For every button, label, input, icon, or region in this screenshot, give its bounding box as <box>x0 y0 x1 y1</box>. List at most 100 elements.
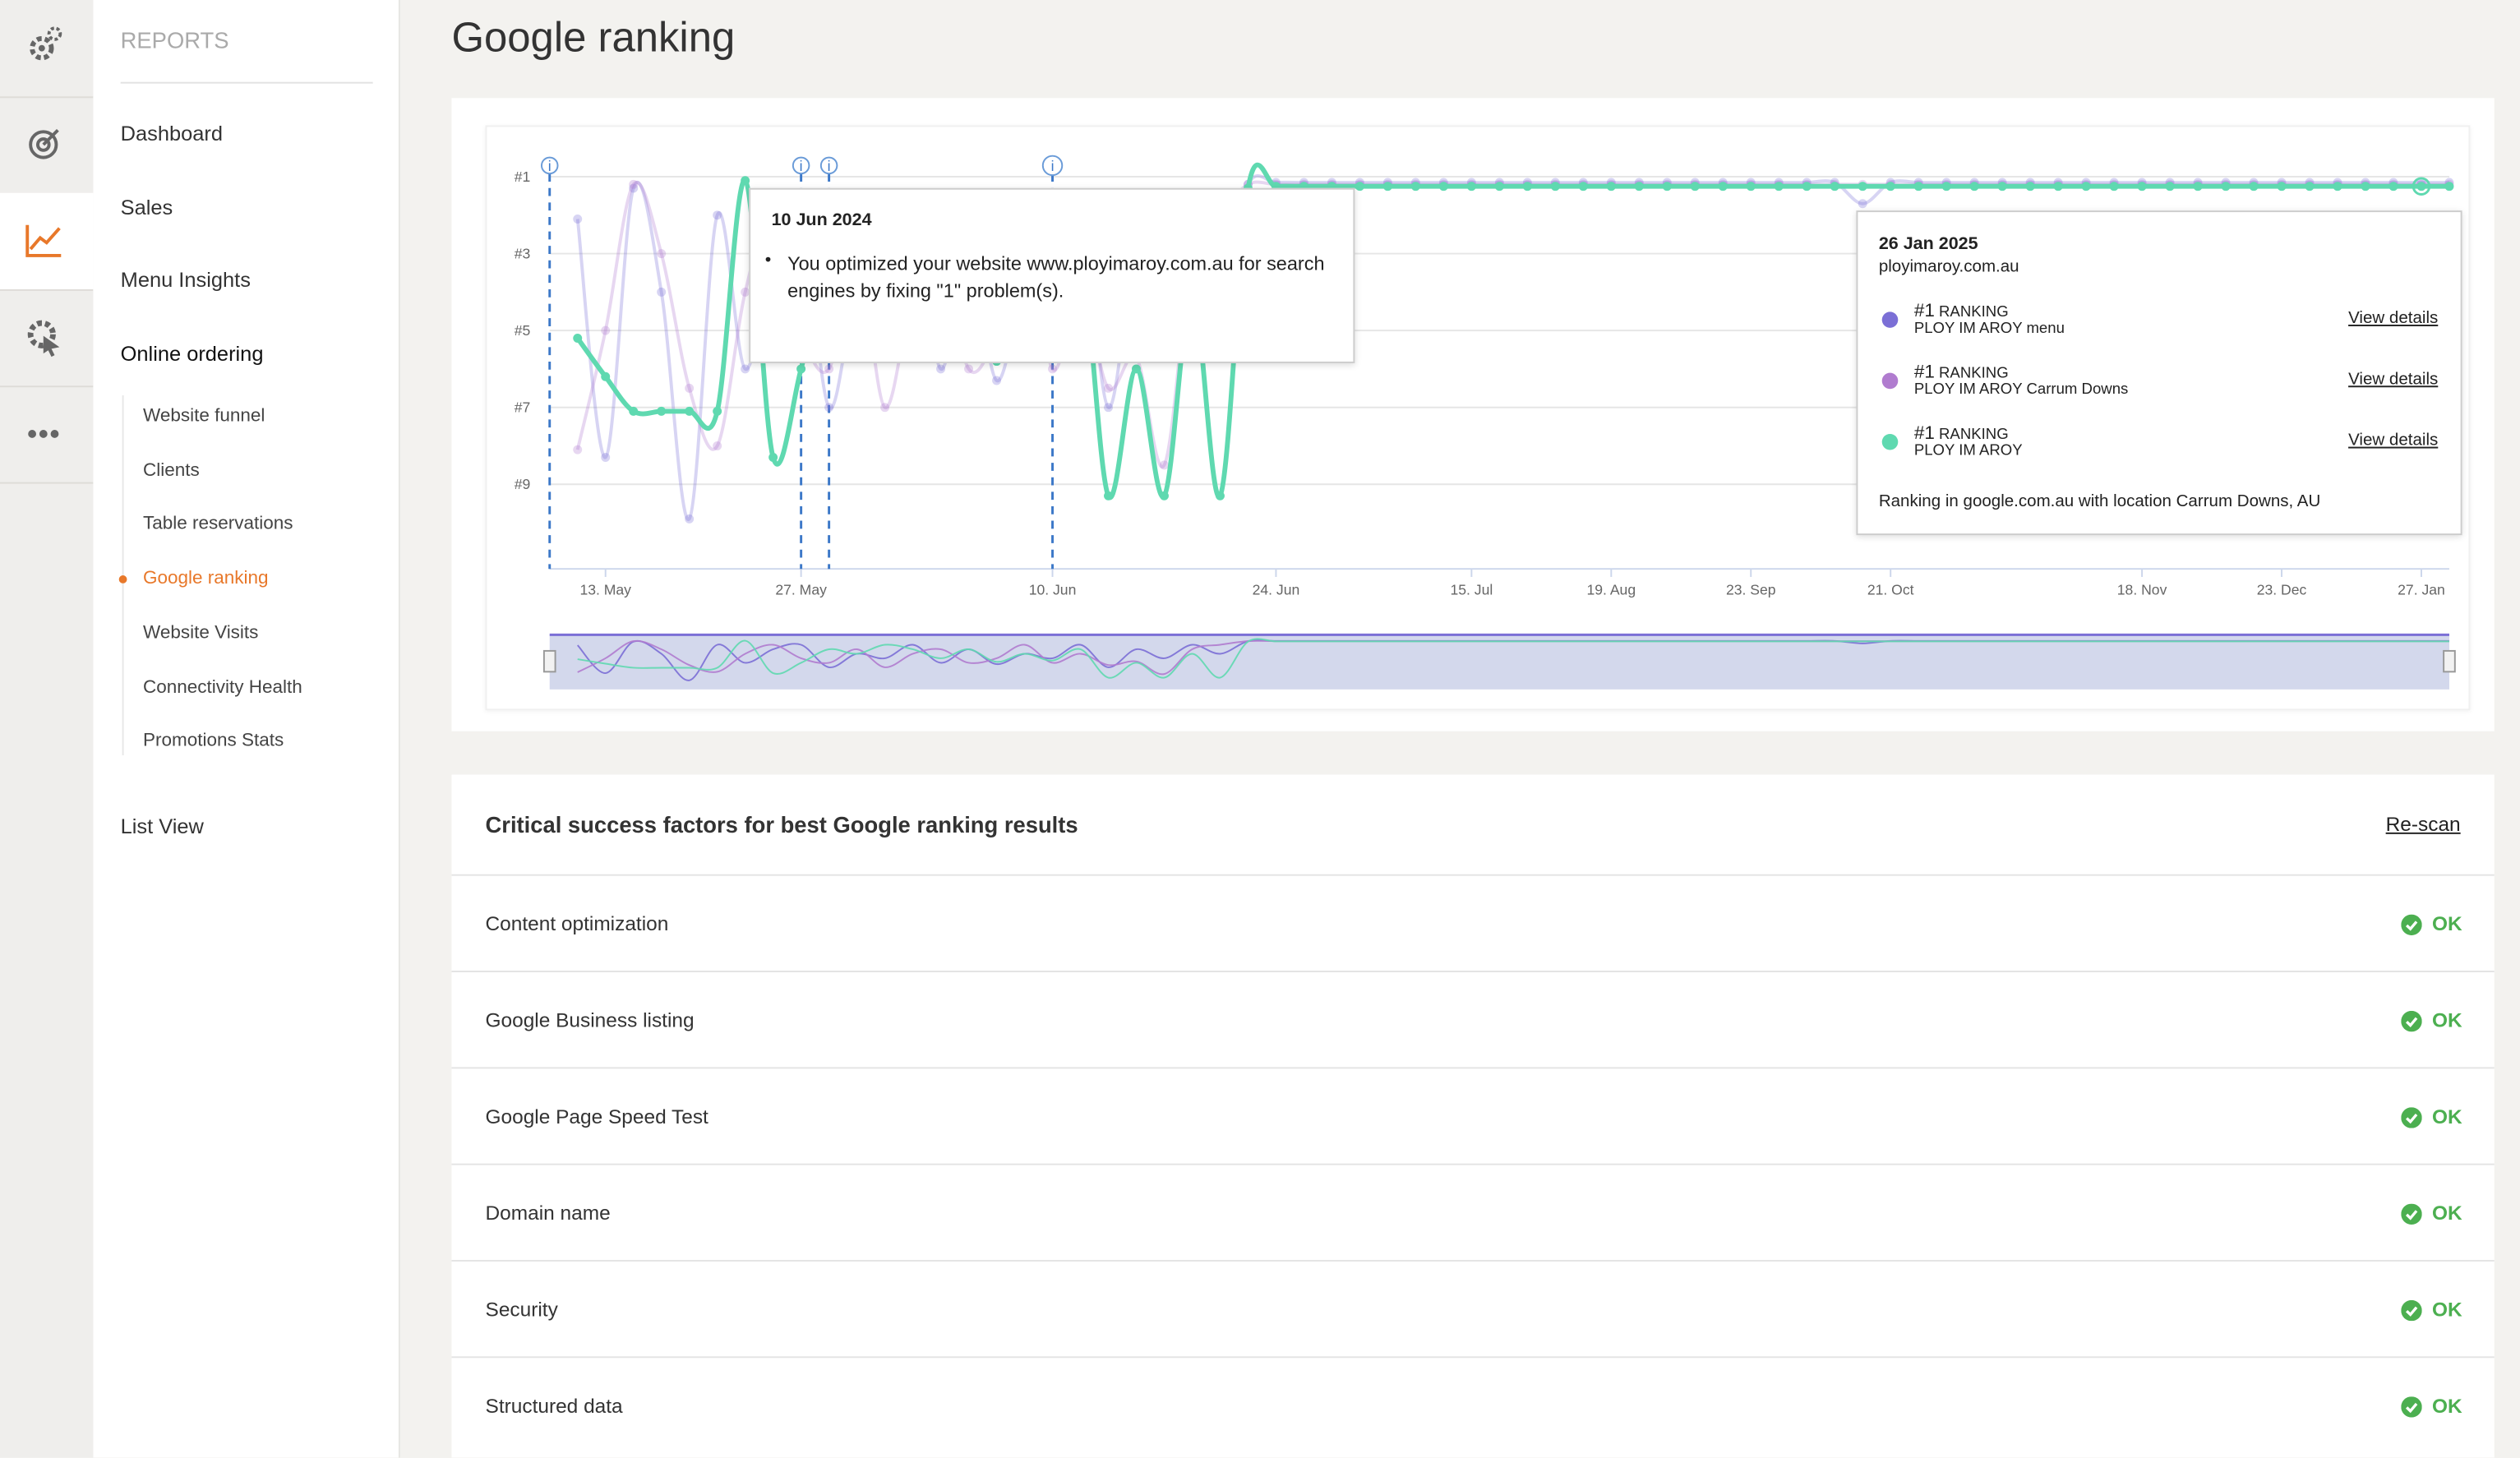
nav-pane: REPORTS Dashboard Sales Menu Insights On… <box>93 0 400 1458</box>
y-tick-label: #5 <box>515 322 531 339</box>
navigator-line <box>577 638 2449 679</box>
series-point <box>2193 182 2203 191</box>
series-point <box>2109 182 2119 191</box>
legend-dot <box>1881 372 1899 390</box>
rescan-link[interactable]: Re-scan <box>2385 813 2461 836</box>
x-tick-label: 13. May <box>579 581 631 598</box>
sub-item[interactable]: Website funnel <box>143 406 265 427</box>
icon-bar <box>0 0 95 1458</box>
factor-name: Structured data <box>485 1395 623 1418</box>
series-point <box>657 249 667 259</box>
y-tick-label: #7 <box>515 399 531 416</box>
check-icon <box>2401 913 2423 935</box>
settings-icon <box>30 26 62 61</box>
sub-item[interactable]: Connectivity Health <box>143 678 302 698</box>
factor-status: OK <box>2401 1105 2462 1128</box>
point-footer: Ranking in google.com.au with location C… <box>1878 491 2321 511</box>
nav-item[interactable]: Online ordering <box>120 341 264 366</box>
series-point <box>685 514 695 524</box>
series-point <box>1382 182 1392 191</box>
series-point <box>713 406 722 416</box>
series-point <box>629 183 639 193</box>
nav-heading: REPORTS <box>120 27 229 53</box>
series-point <box>685 383 695 393</box>
series-point <box>1662 182 1672 191</box>
target-tile[interactable] <box>0 96 94 195</box>
divider <box>120 81 373 84</box>
series-point <box>629 179 639 189</box>
target-icon <box>29 129 59 159</box>
series-point <box>1774 182 1784 191</box>
series-point <box>1410 182 1420 191</box>
reports-tile[interactable] <box>0 192 94 291</box>
series-point <box>2333 182 2342 191</box>
sub-item-active[interactable]: Google ranking <box>143 569 269 588</box>
series-point <box>1997 182 2007 191</box>
status-text: OK <box>2431 1298 2462 1322</box>
event-flag <box>540 156 559 175</box>
sub-item[interactable]: Table reservations <box>143 514 293 534</box>
series-point <box>573 334 583 343</box>
series-point <box>1690 182 1700 191</box>
series-point <box>936 364 946 374</box>
event-flag <box>819 156 838 175</box>
event-flag-icon: i <box>828 158 831 174</box>
view-details[interactable]: View details <box>2348 431 2439 450</box>
status-text: OK <box>2431 1105 2462 1128</box>
legend-dot <box>1881 311 1899 328</box>
legend-dot <box>1881 433 1899 450</box>
settings-tile[interactable] <box>0 0 94 99</box>
factor-name: Google Page Speed Test <box>485 1105 708 1128</box>
entry-label: RANKING <box>1939 426 2009 444</box>
series-point <box>657 287 667 297</box>
nav-item[interactable]: Sales <box>120 195 173 219</box>
nav-item[interactable]: Menu Insights <box>120 267 251 292</box>
x-tick-label: 10. Jun <box>1029 581 1077 598</box>
entry-name: PLOY IM AROY Carrum Downs <box>1913 381 2129 399</box>
more-icon <box>28 430 59 438</box>
series-point <box>796 364 806 374</box>
series-point <box>2249 182 2259 191</box>
sub-item[interactable]: Website Visits <box>143 623 259 644</box>
series-point <box>1802 182 1812 191</box>
tools-tile[interactable] <box>0 289 94 388</box>
y-tick-label: #3 <box>515 245 531 261</box>
check-icon <box>2401 1396 2423 1417</box>
sub-item[interactable]: Promotions Stats <box>143 731 284 751</box>
sub-item[interactable]: Clients <box>143 461 200 481</box>
series-point <box>741 364 750 374</box>
factors-title: Critical success factors for best Google… <box>485 811 1078 837</box>
event-text: You optimized your website www.ployimaro… <box>787 251 1325 302</box>
series-point <box>1355 182 1364 191</box>
chart: #1 #3 #5 #7 #9 13. May 27. May 10. Jun 24. Jun 15… <box>515 155 2456 690</box>
series-point <box>1885 182 1895 191</box>
nav-item[interactable]: Dashboard <box>120 121 224 145</box>
series-point <box>2361 182 2370 191</box>
x-tick-label: 24. Jun <box>1253 581 1300 598</box>
event-tooltip: 10 Jun 2024 • You optimized your website… <box>749 187 1355 363</box>
more-tile[interactable] <box>0 385 94 484</box>
series-point <box>824 364 834 374</box>
navigator-handle <box>542 649 556 673</box>
factor-name: Security <box>485 1298 558 1322</box>
series-point <box>741 176 750 186</box>
factor-row: Google Page Speed Test OK <box>451 1067 2495 1165</box>
nav-item[interactable]: List View <box>120 814 204 838</box>
entry: #1 RANKING PLOY IM AROY Carrum Downs <box>1913 363 2129 399</box>
series-point <box>1438 182 1448 191</box>
series-point <box>1606 182 1616 191</box>
series-point <box>601 453 611 463</box>
series-point <box>2053 182 2063 191</box>
series-point <box>1048 364 1058 374</box>
event-flag <box>1041 155 1064 177</box>
factor-row: Security OK <box>451 1260 2495 1358</box>
series-point <box>1858 182 1867 191</box>
entry-name: PLOY IM AROY <box>1913 441 2023 460</box>
factor-row: Content optimization OK <box>451 874 2495 972</box>
view-details[interactable]: View details <box>2348 369 2439 390</box>
factor-row: Domain name OK <box>451 1163 2495 1262</box>
view-details[interactable]: View details <box>2348 308 2439 328</box>
point-date: 26 Jan 2025 <box>1878 234 1978 254</box>
